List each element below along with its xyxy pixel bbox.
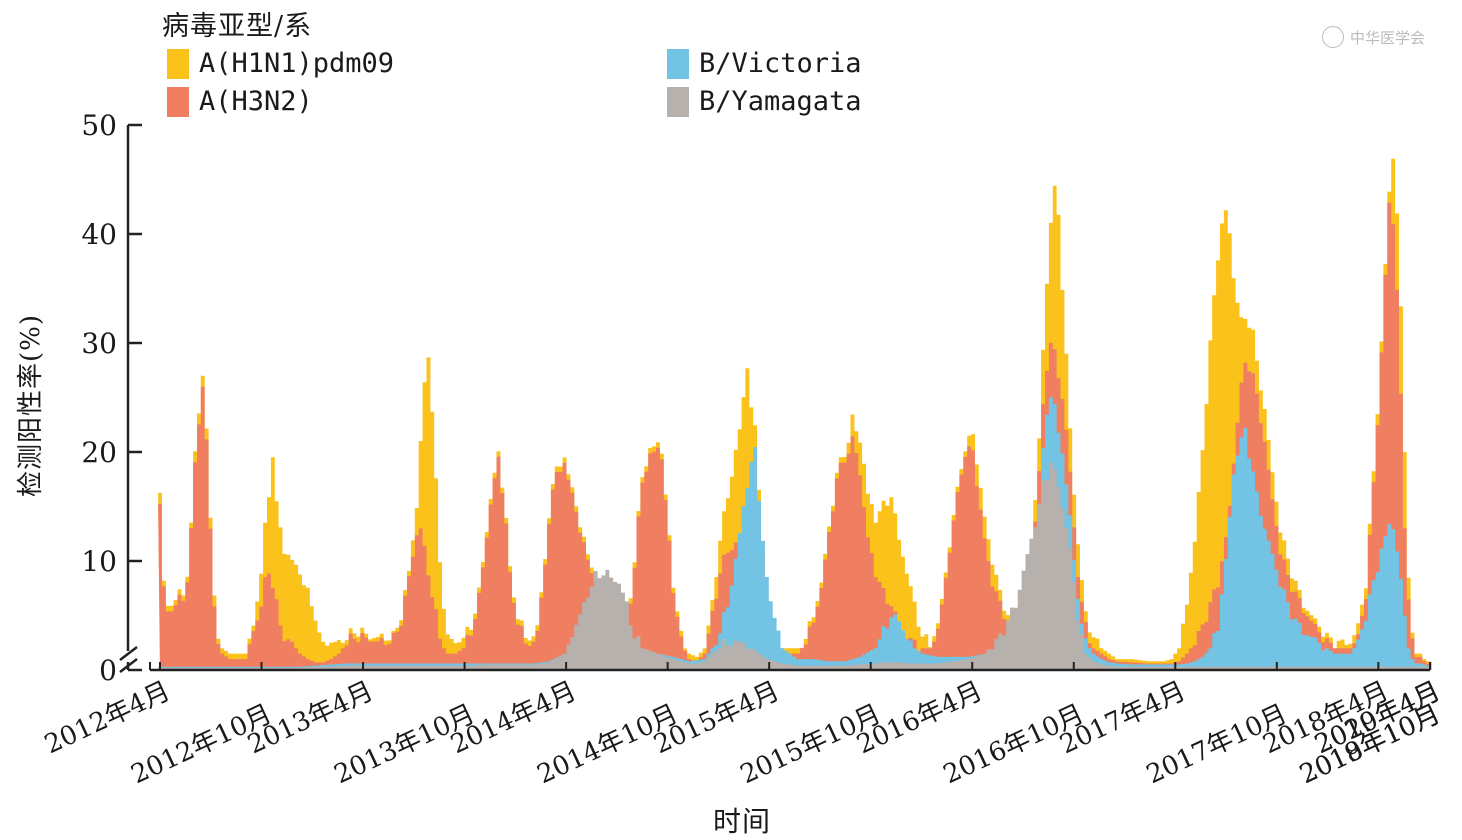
- legend-swatch-h3n2: [167, 86, 189, 117]
- legend-label-h3n2: A(H3N2): [199, 86, 313, 117]
- y-tick-label-40: 40: [81, 218, 117, 251]
- legend-item-bvictoria: B/Victoria: [667, 48, 862, 79]
- y-tick-label-10: 10: [81, 545, 117, 578]
- society-seal-icon: [1322, 26, 1344, 48]
- legend-title: 病毒亚型/系: [162, 11, 313, 42]
- x-ticks: 2012年4月2012年10月2013年4月2013年10月2014年4月201…: [40, 662, 1445, 790]
- y-ticks: 0 10 20 30 40 50: [81, 109, 142, 687]
- legend-item-byamagata: B/Yamagata: [667, 86, 862, 117]
- legend-item-h1n1: A(H1N1)pdm09: [167, 48, 394, 79]
- y-tick-label-0: 0: [99, 654, 117, 687]
- area-a-h3n2: [158, 202, 1431, 670]
- legend-label-byamagata: B/Yamagata: [699, 86, 862, 117]
- area-b-victoria: [158, 397, 1431, 670]
- x-tick-label-0: 2012年4月: [40, 676, 175, 760]
- y-axis-label: 检测阳性率(%): [16, 314, 46, 497]
- y-tick-label-50: 50: [81, 109, 117, 142]
- legend-label-h1n1: A(H1N1)pdm09: [199, 48, 395, 79]
- watermark-text: 中华医学会: [1350, 28, 1426, 47]
- axis-break-mark-top: [119, 646, 138, 661]
- y-tick-label-20: 20: [81, 436, 117, 469]
- legend: 病毒亚型/系 A(H1N1)pdm09 A(H3N2) B/Victoria B…: [162, 2, 922, 122]
- legend-label-bvictoria: B/Victoria: [699, 48, 862, 79]
- legend-swatch-byamagata: [667, 86, 689, 117]
- legend-item-h3n2: A(H3N2): [167, 86, 313, 117]
- plot-areas: [158, 158, 1431, 671]
- legend-swatch-h1n1: [167, 48, 189, 79]
- legend-swatch-bvictoria: [667, 48, 689, 79]
- watermark: 中华医学会: [1322, 26, 1425, 48]
- x-axis-label: 时间: [712, 805, 772, 838]
- y-tick-label-30: 30: [81, 327, 117, 360]
- axis-break-mark-bottom: [119, 658, 138, 673]
